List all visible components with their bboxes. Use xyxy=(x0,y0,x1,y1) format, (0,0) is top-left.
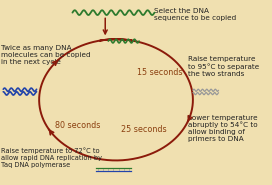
Text: Raise temperature
to 95°C to separate
the two strands: Raise temperature to 95°C to separate th… xyxy=(188,56,259,77)
Text: 15 seconds: 15 seconds xyxy=(137,68,182,77)
Text: Raise temperature to 72°C to
allow rapid DNA replication by
Taq DNA polymerase: Raise temperature to 72°C to allow rapid… xyxy=(1,148,102,168)
Text: Select the DNA
sequence to be copied: Select the DNA sequence to be copied xyxy=(154,8,237,21)
Text: 80 seconds: 80 seconds xyxy=(55,121,100,130)
Text: Twice as many DNA
molecules can be copied
in the next cycle: Twice as many DNA molecules can be copie… xyxy=(1,45,90,65)
Text: Lower temperature
abruptly to 54°C to
allow binding of
primers to DNA: Lower temperature abruptly to 54°C to al… xyxy=(188,115,257,142)
Text: 25 seconds: 25 seconds xyxy=(121,125,167,134)
